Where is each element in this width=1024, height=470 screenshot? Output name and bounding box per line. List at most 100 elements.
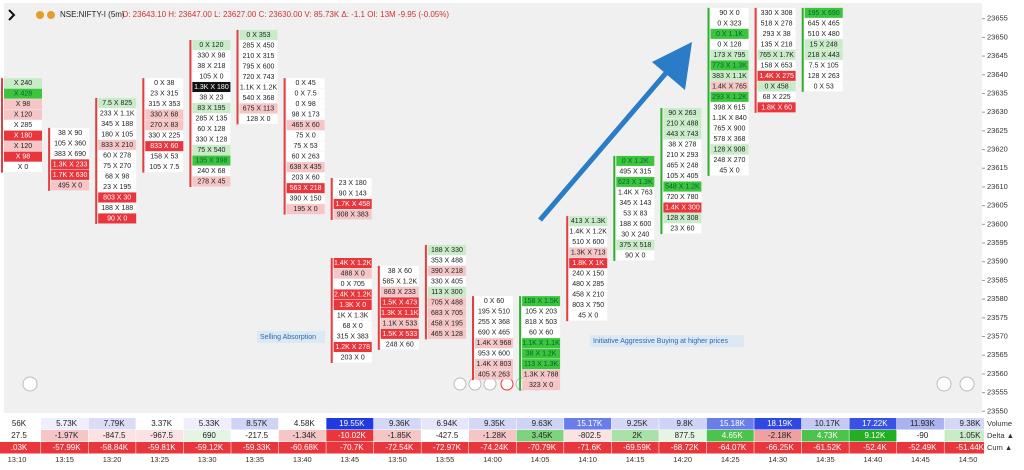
- cell-label: 953 X 600: [478, 351, 510, 358]
- candle-wick: [424, 244, 427, 340]
- cell-label: 518 X 278: [761, 20, 793, 27]
- cell-label: 240 X 68: [197, 168, 225, 175]
- scroll-left[interactable]: [22, 376, 38, 392]
- volume-cell: [706, 418, 754, 430]
- zoom-fit[interactable]: [483, 377, 497, 391]
- x-tick-label: 13:35: [245, 455, 264, 464]
- delta-cell: [944, 430, 992, 442]
- footprint-cell: [145, 151, 184, 162]
- footprint-cell: [569, 247, 608, 258]
- volume-cell: [944, 418, 992, 430]
- x-tick-label: 14:30: [768, 455, 787, 464]
- cell-label: 278 X 45: [197, 179, 225, 186]
- footprint-cell: [98, 160, 137, 171]
- footprint-cell: [239, 82, 278, 93]
- cum-label: -59.81K: [148, 443, 177, 452]
- footprint-cell: [333, 209, 372, 220]
- cell-label: 623 X 1.3K: [618, 179, 653, 186]
- footprint-cell: [98, 213, 137, 224]
- footprint-cell: [380, 297, 419, 308]
- y-tick-label: 23600: [987, 219, 1008, 228]
- footprint-cell: [427, 286, 466, 297]
- cell-label: 38 X 60: [388, 268, 412, 275]
- cell-label: 375 X 518: [619, 242, 651, 249]
- cell-label: 128 X 263: [808, 73, 840, 80]
- footprint-cell: [51, 169, 90, 180]
- footprint-cell: [51, 180, 90, 191]
- cell-label: 195 X 690: [808, 10, 840, 17]
- footprint-cell: [522, 380, 561, 391]
- volume-label: 9.35K: [484, 419, 506, 428]
- footprint-cell: [616, 229, 655, 240]
- footprint-cell: [192, 61, 231, 72]
- cell-label: 690 X 465: [478, 330, 510, 337]
- delta-cell: [801, 430, 849, 442]
- cell-label: 683 X 705: [431, 310, 463, 317]
- volume-cell: [0, 418, 41, 430]
- footprint-cell: [333, 188, 372, 199]
- cum-label: -64.07K: [718, 443, 747, 452]
- y-tick-label: 23635: [987, 88, 1008, 97]
- volume-label: 19.55K: [339, 419, 365, 428]
- footprint-cell: [663, 202, 702, 213]
- footprint-cell: [4, 151, 42, 162]
- menu-chevron[interactable]: [8, 9, 16, 21]
- delta-label: -90: [917, 431, 929, 440]
- cell-label: 353 X 488: [431, 258, 463, 265]
- cell-label: 495 X 315: [619, 169, 651, 176]
- cell-label: 0 X 353: [246, 32, 270, 39]
- cell-label: 38 X 218: [197, 63, 225, 70]
- cum-label: -52.49K: [908, 443, 937, 452]
- footprint-cell: [380, 318, 419, 329]
- footprint-cell: [804, 81, 843, 92]
- cell-label: 38 X 23: [199, 95, 223, 102]
- cum-label: -70.7K: [340, 443, 364, 452]
- footprint-cell: [616, 176, 655, 187]
- cell-label: 1.3K X 713: [571, 250, 606, 257]
- cell-label: 585 X 1.2K: [382, 278, 417, 285]
- cell-label: 45 X 0: [578, 313, 598, 320]
- cum-cell: [88, 442, 136, 454]
- delta-label: -847.5: [103, 431, 126, 440]
- candle-wick: [283, 78, 286, 215]
- cell-label: 1.3K X 1.1K: [381, 310, 419, 317]
- scroll-end[interactable]: [959, 376, 975, 392]
- cum-label: -72.54K: [385, 443, 414, 452]
- x-tick-label: 13:15: [55, 455, 74, 464]
- footprint-cell: [333, 289, 372, 300]
- footprint-cell: [98, 171, 137, 182]
- cell-label: 15 X 248: [810, 41, 838, 48]
- footprint-cell: [522, 348, 561, 359]
- cum-cell: [0, 442, 41, 454]
- footprint-cell: [4, 78, 42, 89]
- cell-label: 465 X 248: [666, 163, 698, 170]
- cell-label: 158 X 653: [761, 62, 793, 69]
- cell-label: X 120: [14, 143, 32, 150]
- candle-wick: [613, 155, 616, 261]
- candle-wick: [48, 127, 51, 191]
- reset[interactable]: [500, 377, 514, 391]
- x-tick-label: 14:40: [864, 455, 883, 464]
- footprint-cell: [427, 276, 466, 287]
- cell-label: 195 X 0: [294, 206, 318, 213]
- cell-label: 60 X 60: [529, 330, 553, 337]
- footprint-cell: [475, 369, 513, 380]
- cell-label: 675 X 113: [243, 106, 275, 113]
- footprint-cell: [192, 92, 231, 103]
- footprint-cell: [145, 88, 184, 99]
- scroll-right[interactable]: [936, 376, 952, 392]
- cell-label: 1.7K X 630: [53, 172, 88, 179]
- zoom-out[interactable]: [468, 377, 482, 391]
- footprint-cell: [192, 145, 231, 156]
- footprint-cell: [4, 109, 42, 120]
- x-tick-label: 14:25: [721, 455, 740, 464]
- volume-label: 6.94K: [436, 419, 458, 428]
- footprint-cell: [286, 88, 325, 99]
- footprint-cell: [239, 50, 278, 61]
- footprint-cell: [663, 213, 702, 224]
- status-dot: [36, 11, 44, 19]
- volume-label: 9.25K: [627, 419, 649, 428]
- footprint-cell: [804, 28, 843, 39]
- undo[interactable]: [453, 377, 467, 391]
- cell-label: 128 X 0: [246, 116, 270, 123]
